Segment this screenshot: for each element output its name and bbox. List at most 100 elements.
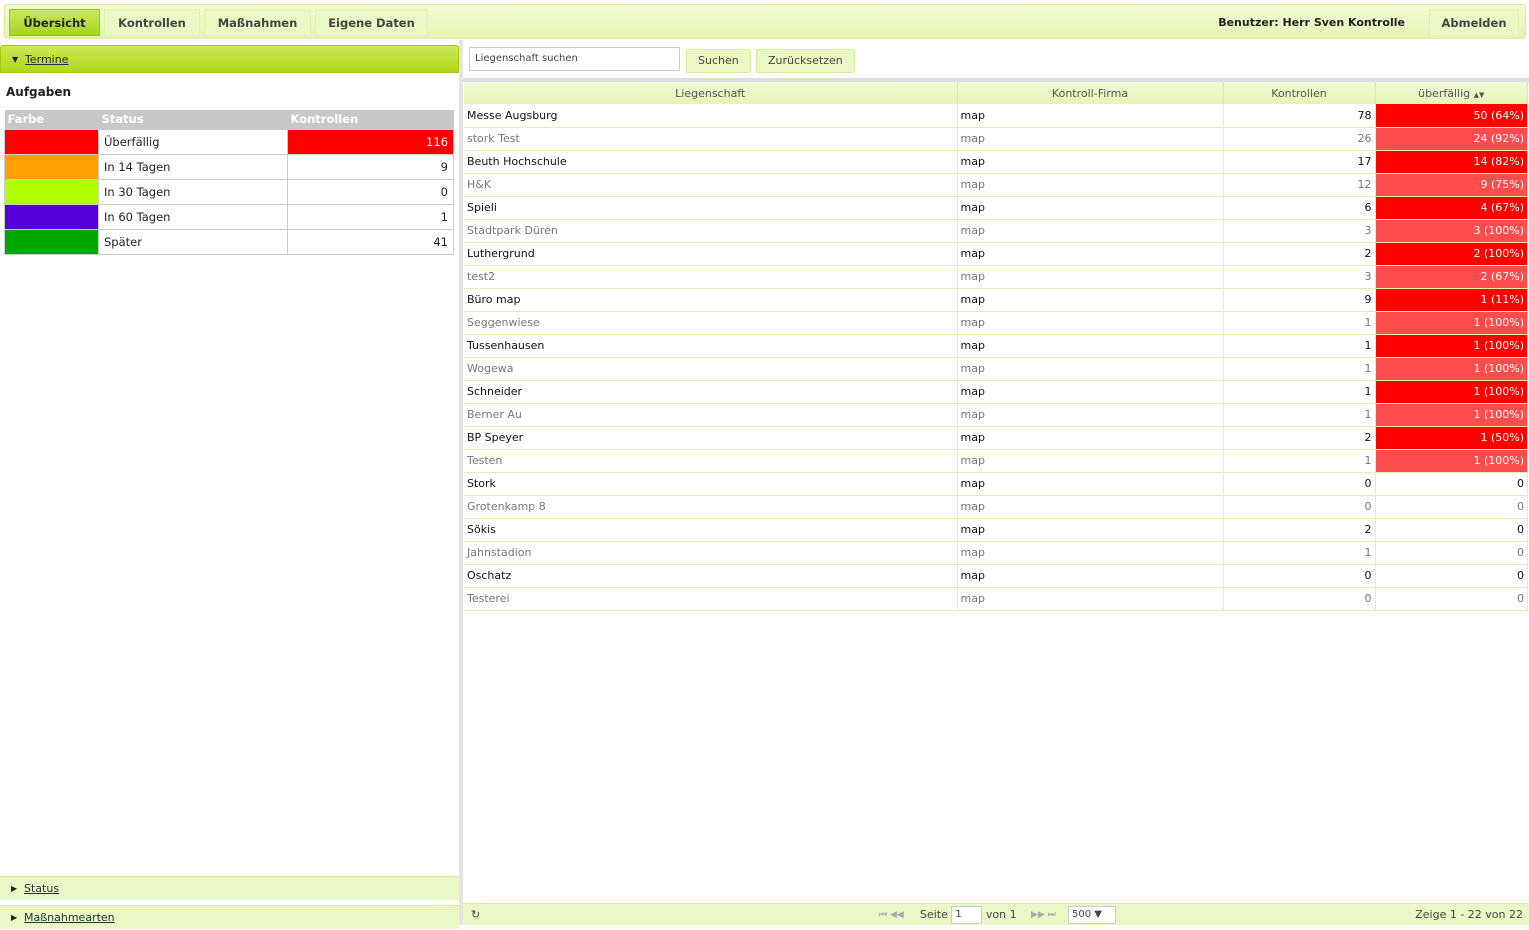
col-ueberfaellig-label: überfällig	[1418, 86, 1471, 100]
table-row[interactable]: Testen map 1 1 (100%)	[464, 449, 1528, 473]
table-row[interactable]: Grotenkamp 8 map 0 0	[464, 495, 1528, 519]
left-panel: ▼ Termine Aufgaben	[0, 45, 459, 925]
caret-down-icon: ▼	[12, 55, 19, 64]
table-row[interactable]: H&K map 12 9 (75%)	[464, 173, 1528, 197]
firma-cell: map	[957, 219, 1224, 243]
search-input[interactable]: Liegenschaft suchen	[469, 47, 680, 71]
kontrollen-cell: 1	[1223, 380, 1376, 404]
count: 9	[287, 153, 454, 180]
ueberfaellig-cell: 1 (100%)	[1375, 357, 1528, 381]
table-row[interactable]: Seggenwiese map 1 1 (100%)	[464, 311, 1528, 335]
logout-button[interactable]: Abmelden	[1429, 9, 1519, 36]
kontrollen-cell: 9	[1223, 288, 1376, 312]
ueberfaellig-cell: 1 (100%)	[1375, 403, 1528, 427]
firma-cell: map	[957, 357, 1224, 381]
ueberfaellig-cell: 0	[1375, 518, 1528, 542]
panel-splitter[interactable]	[459, 40, 463, 925]
grid-divider	[463, 78, 1529, 82]
status-row: In 30 Tagen 0	[4, 178, 454, 205]
color-swatch	[4, 178, 99, 205]
table-row[interactable]: Sökis map 2 0	[464, 518, 1528, 542]
ueberfaellig-cell: 1 (100%)	[1375, 311, 1528, 335]
tab-kontrollen[interactable]: Kontrollen	[104, 9, 200, 36]
table-row[interactable]: Wogewa map 1 1 (100%)	[464, 357, 1528, 381]
kontrollen-cell: 26	[1223, 127, 1376, 151]
page-input[interactable]: 1	[951, 906, 983, 924]
firma-cell: map	[957, 265, 1224, 289]
tab-massnahmen[interactable]: Maßnahmen	[204, 9, 311, 36]
table-row[interactable]: Schneider map 1 1 (100%)	[464, 380, 1528, 404]
kontrollen-cell: 1	[1223, 541, 1376, 565]
color-swatch	[4, 153, 99, 180]
ueberfaellig-cell: 24 (92%)	[1375, 127, 1528, 151]
table-row[interactable]: Testerei map 0 0	[464, 587, 1528, 611]
ueberfaellig-cell: 0	[1375, 495, 1528, 519]
liegenschaft-cell: H&K	[464, 173, 958, 197]
kontrollen-cell: 78	[1223, 104, 1376, 128]
next-last-page-icons[interactable]: ▶▶ ⏭	[1031, 910, 1056, 920]
color-swatch	[4, 128, 99, 155]
col-liegenschaft[interactable]: Liegenschaft	[464, 82, 958, 104]
table-row[interactable]: Büro map map 9 1 (11%)	[464, 288, 1528, 312]
kontrollen-cell: 0	[1223, 472, 1376, 496]
table-row[interactable]: Berner Au map 1 1 (100%)	[464, 403, 1528, 427]
kontrollen-cell: 3	[1223, 265, 1376, 289]
first-prev-page-icons[interactable]: ⏮ ◀◀	[879, 910, 904, 920]
firma-cell: map	[957, 127, 1224, 151]
refresh-icon[interactable]: ↻	[471, 908, 481, 921]
liegenschaft-cell: Schneider	[464, 380, 958, 404]
table-row[interactable]: Beuth Hochschule map 17 14 (82%)	[464, 150, 1528, 174]
liegenschaften-table: Liegenschaft Kontroll-Firma Kontrollen ü…	[464, 82, 1528, 611]
col-ueberfaellig[interactable]: überfällig ▲▼	[1375, 82, 1528, 104]
col-status: Status	[98, 110, 288, 129]
status-label: Überfällig	[98, 128, 288, 155]
table-row[interactable]: Tussenhausen map 1 1 (100%)	[464, 334, 1528, 358]
ueberfaellig-cell: 2 (100%)	[1375, 242, 1528, 266]
top-navigation: Übersicht Kontrollen Maßnahmen Eigene Da…	[4, 4, 1526, 39]
kontrollen-cell: 17	[1223, 150, 1376, 174]
table-row[interactable]: Oschatz map 0 0	[464, 564, 1528, 588]
table-row[interactable]: Messe Augsburg map 78 50 (64%)	[464, 104, 1528, 128]
table-row[interactable]: Stadtpark Düren map 3 3 (100%)	[464, 219, 1528, 243]
kontrollen-cell: 2	[1223, 426, 1376, 450]
tab-eigene-daten[interactable]: Eigene Daten	[315, 9, 428, 36]
liegenschaft-cell: test2	[464, 265, 958, 289]
table-row[interactable]: Stork map 0 0	[464, 472, 1528, 496]
massnahmearten-link[interactable]: Maßnahmearten	[24, 911, 115, 924]
table-row[interactable]: Jahnstadion map 1 0	[464, 541, 1528, 565]
accordion-status[interactable]: ▶ Status	[0, 876, 459, 900]
table-row[interactable]: test2 map 3 2 (67%)	[464, 265, 1528, 289]
tab-uebersicht[interactable]: Übersicht	[9, 9, 100, 36]
col-kontrollen: Kontrollen	[287, 110, 454, 129]
table-row[interactable]: Spieli map 6 4 (67%)	[464, 196, 1528, 220]
ueberfaellig-cell: 4 (67%)	[1375, 196, 1528, 220]
liegenschaft-cell: Messe Augsburg	[464, 104, 958, 128]
firma-cell: map	[957, 380, 1224, 404]
accordion-massnahmearten[interactable]: ▶ Maßnahmearten	[0, 905, 459, 929]
kontrollen-cell: 1	[1223, 357, 1376, 381]
table-row[interactable]: Luthergrund map 2 2 (100%)	[464, 242, 1528, 266]
firma-cell: map	[957, 104, 1224, 128]
col-kontrollen[interactable]: Kontrollen	[1223, 82, 1376, 104]
accordion-termine[interactable]: ▼ Termine	[0, 45, 459, 73]
count: 41	[287, 228, 454, 255]
count: 0	[287, 178, 454, 205]
reset-button[interactable]: Zurücksetzen	[756, 49, 855, 73]
ueberfaellig-cell: 0	[1375, 587, 1528, 611]
status-link[interactable]: Status	[24, 882, 60, 895]
status-label: In 30 Tagen	[98, 178, 288, 205]
firma-cell: map	[957, 472, 1224, 496]
table-row[interactable]: BP Speyer map 2 1 (50%)	[464, 426, 1528, 450]
page-size-select[interactable]: 500 ▼	[1068, 906, 1116, 924]
kontrollen-cell: 1	[1223, 334, 1376, 358]
seite-label: Seite	[920, 908, 948, 921]
liegenschaft-cell: Stadtpark Düren	[464, 219, 958, 243]
table-row[interactable]: stork Test map 26 24 (92%)	[464, 127, 1528, 151]
liegenschaft-cell: Wogewa	[464, 357, 958, 381]
ueberfaellig-cell: 3 (100%)	[1375, 219, 1528, 243]
col-kontroll-firma[interactable]: Kontroll-Firma	[957, 82, 1224, 104]
search-button[interactable]: Suchen	[686, 49, 751, 73]
termine-link[interactable]: Termine	[25, 53, 69, 66]
color-swatch	[4, 228, 99, 255]
liegenschaft-cell: Beuth Hochschule	[464, 150, 958, 174]
